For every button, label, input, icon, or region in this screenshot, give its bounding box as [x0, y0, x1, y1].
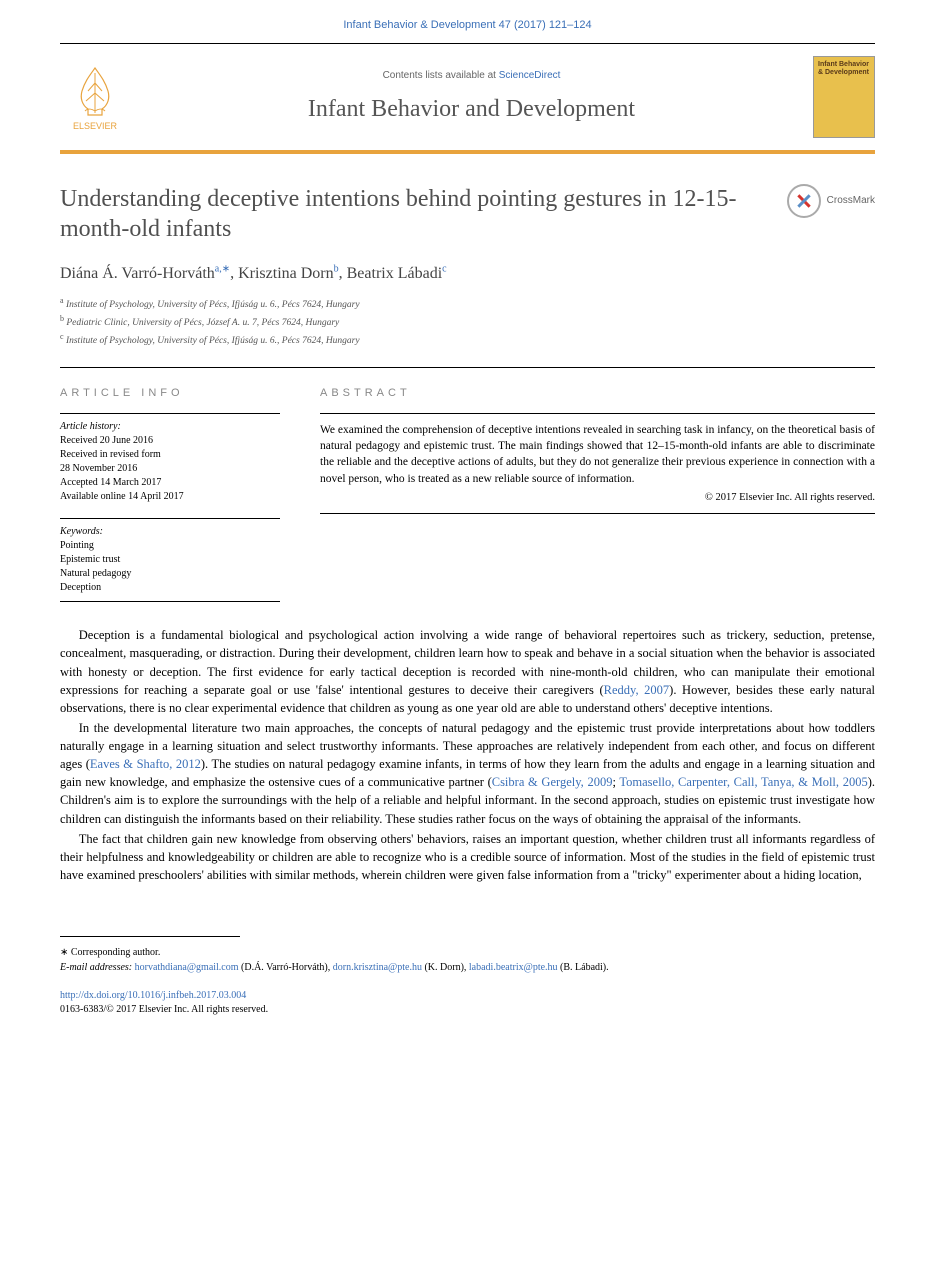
- email-addresses: E-mail addresses: horvathdiana@gmail.com…: [60, 960, 875, 975]
- article-info-heading: article info: [60, 386, 280, 401]
- publisher-name: ELSEVIER: [73, 120, 117, 133]
- affiliation: a Institute of Psychology, University of…: [60, 295, 875, 313]
- crossmark-badge[interactable]: CrossMark: [787, 184, 875, 218]
- affiliation: c Institute of Psychology, University of…: [60, 331, 875, 349]
- affiliation: b Pediatric Clinic, University of Pécs, …: [60, 313, 875, 331]
- citation-text: Infant Behavior & Development 47 (2017) …: [343, 19, 591, 31]
- author: Diána Á. Varró-Horvátha,∗: [60, 265, 230, 282]
- email-link[interactable]: labadi.beatrix@pte.hu: [469, 962, 558, 973]
- abstract-text: We examined the comprehension of decepti…: [320, 413, 875, 514]
- citation-link[interactable]: Csibra & Gergely, 2009: [492, 775, 613, 789]
- issn-copyright: 0163-6383/© 2017 Elsevier Inc. All right…: [60, 1003, 875, 1017]
- elsevier-tree-icon: [70, 63, 120, 118]
- author: Beatrix Lábadic: [347, 265, 447, 282]
- footnote-separator: [60, 936, 240, 937]
- footnotes: ∗ Corresponding author. E-mail addresses…: [0, 945, 935, 975]
- abstract-heading: abstract: [320, 386, 875, 401]
- abstract-copyright: © 2017 Elsevier Inc. All rights reserved…: [320, 491, 875, 506]
- citation-link[interactable]: Eaves & Shafto, 2012: [90, 757, 201, 771]
- article-info-column: article info Article history: Received 2…: [60, 386, 280, 602]
- journal-cover-thumbnail: Infant Behavior & Development: [813, 56, 875, 138]
- body-paragraph: Deception is a fundamental biological an…: [60, 626, 875, 717]
- doi-block: http://dx.doi.org/10.1016/j.infbeh.2017.…: [0, 975, 935, 1047]
- journal-name: Infant Behavior and Development: [146, 93, 797, 127]
- doi-link[interactable]: http://dx.doi.org/10.1016/j.infbeh.2017.…: [60, 990, 246, 1001]
- email-link[interactable]: dorn.krisztina@pte.hu: [333, 962, 422, 973]
- masthead: ELSEVIER Contents lists available at Sci…: [60, 43, 875, 154]
- article-body: Deception is a fundamental biological an…: [60, 626, 875, 884]
- crossmark-icon: [787, 184, 821, 218]
- author-list: Diána Á. Varró-Horvátha,∗, Krisztina Dor…: [60, 262, 875, 285]
- publisher-logo: ELSEVIER: [60, 57, 130, 137]
- contents-available: Contents lists available at ScienceDirec…: [146, 69, 797, 83]
- crossmark-label: CrossMark: [827, 194, 875, 208]
- body-paragraph: In the developmental literature two main…: [60, 719, 875, 828]
- citation-link[interactable]: Tomasello, Carpenter, Call, Tanya, & Mol…: [619, 775, 867, 789]
- email-link[interactable]: horvathdiana@gmail.com: [135, 962, 239, 973]
- sciencedirect-link[interactable]: ScienceDirect: [499, 70, 561, 81]
- author: Krisztina Dornb: [238, 265, 339, 282]
- keywords: Keywords: Pointing Epistemic trust Natur…: [60, 518, 280, 602]
- citation-link[interactable]: Reddy, 2007: [604, 683, 670, 697]
- article-title: Understanding deceptive intentions behin…: [60, 184, 767, 244]
- article-history: Article history: Received 20 June 2016 R…: [60, 413, 280, 504]
- body-paragraph: The fact that children gain new knowledg…: [60, 830, 875, 884]
- corresponding-author-note: ∗ Corresponding author.: [60, 945, 875, 960]
- abstract-column: abstract We examined the comprehension o…: [320, 386, 875, 602]
- affiliations: a Institute of Psychology, University of…: [60, 295, 875, 349]
- running-header: Infant Behavior & Development 47 (2017) …: [0, 0, 935, 43]
